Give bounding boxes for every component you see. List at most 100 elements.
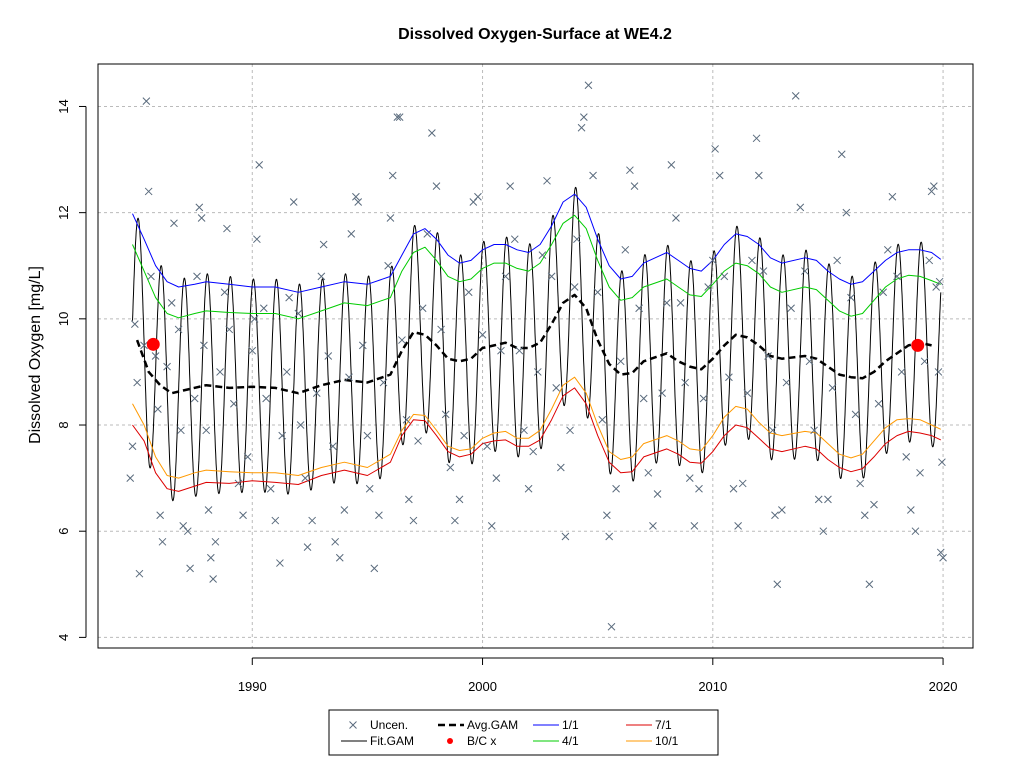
uncen-point-7 (144, 187, 153, 196)
uncen-point-111 (538, 251, 547, 259)
uncen-point-132 (626, 166, 634, 175)
uncen-point-50 (285, 293, 293, 302)
uncen-point-68 (354, 198, 363, 206)
uncen-point-193 (897, 368, 906, 376)
uncen-point-170 (791, 92, 800, 100)
y-tick-label-2: 8 (56, 421, 71, 428)
uncen-point-140 (662, 299, 671, 307)
uncen-point-145 (685, 474, 694, 482)
x-axis: 1990 2000 2010 2020 (238, 657, 958, 694)
uncen-point-52 (294, 309, 303, 318)
uncen-point-53 (296, 421, 305, 429)
uncen-point-205 (939, 553, 947, 562)
uncen-point-57 (312, 389, 321, 398)
uncen-point-90 (441, 410, 450, 419)
uncen-point-12 (158, 537, 167, 546)
uncen-point-93 (455, 495, 464, 504)
uncen-point-139 (658, 389, 666, 398)
uncen-point-59 (319, 240, 328, 249)
uncen-point-204 (936, 548, 945, 557)
uncen-point-178 (828, 384, 837, 392)
uncen-point-188 (874, 399, 883, 408)
y-tick-label-5: 14 (56, 99, 71, 113)
uncen-point-135 (639, 394, 648, 403)
uncen-point-163 (764, 352, 772, 360)
uncensored-points (126, 81, 947, 631)
uncen-point-95 (464, 288, 473, 297)
legend-swatch-bc (447, 738, 453, 744)
uncen-point-75 (384, 261, 392, 270)
uncen-point-44 (262, 394, 270, 403)
uncen-point-3 (126, 474, 135, 482)
uncen-point-65 (345, 373, 353, 382)
uncen-point-10 (154, 405, 162, 413)
uncen-point-36 (234, 479, 243, 488)
uncen-point-196 (911, 527, 920, 536)
uncen-point-100 (487, 522, 496, 530)
uncen-point-174 (810, 426, 818, 435)
uncen-point-112 (543, 176, 551, 185)
uncen-point-206 (938, 458, 946, 467)
uncen-point-144 (681, 378, 690, 387)
x-tick-label-3: 2020 (929, 679, 958, 694)
uncen-point-124 (593, 288, 602, 297)
uncen-point-121 (580, 113, 588, 121)
uncen-point-24 (197, 214, 206, 222)
uncen-point-89 (437, 325, 445, 334)
uncen-point-116 (561, 532, 570, 541)
uncen-point-26 (202, 426, 211, 435)
uncen-point-122 (584, 81, 593, 90)
uncen-point-125 (598, 415, 607, 424)
uncen-point-106 (515, 346, 524, 355)
uncen-point-54 (301, 474, 310, 482)
uncen-point-126 (603, 511, 611, 520)
uncen-point-133 (630, 182, 639, 190)
uncen-point-171 (796, 203, 805, 212)
uncen-point-97 (474, 192, 482, 201)
uncen-point-35 (230, 399, 238, 408)
uncen-point-165 (771, 511, 779, 520)
uncen-point-30 (211, 537, 220, 546)
uncen-point-74 (379, 378, 388, 387)
legend-label-jan1: 1/1 (562, 718, 579, 732)
uncen-point-168 (782, 378, 791, 387)
uncen-point-32 (220, 288, 229, 297)
uncen-point-9 (151, 352, 160, 360)
uncen-point-136 (644, 468, 653, 477)
uncen-point-191 (888, 192, 897, 201)
uncen-point-192 (893, 272, 901, 281)
uncen-point-143 (676, 299, 685, 307)
uncen-point-190 (883, 245, 892, 254)
uncen-point-42 (255, 161, 264, 169)
uncen-point-114 (552, 384, 561, 392)
x-tick-label-1: 2000 (468, 679, 497, 694)
uncen-point-101 (492, 474, 501, 482)
uncen-point-169 (787, 304, 795, 313)
y-axis-label: Dissolved Oxygen [mg/L] (27, 266, 44, 444)
uncen-point-180 (837, 150, 846, 159)
legend-label-jul1: 7/1 (655, 718, 672, 732)
uncen-point-148 (699, 394, 708, 403)
uncen-point-115 (556, 463, 565, 472)
uncen-point-166 (773, 580, 782, 589)
uncen-point-187 (870, 500, 878, 509)
uncen-point-6 (142, 97, 151, 106)
uncen-point-0 (128, 442, 137, 451)
uncen-point-120 (577, 123, 586, 132)
uncen-point-86 (423, 230, 432, 238)
uncen-point-137 (649, 522, 657, 530)
uncen-point-11 (156, 511, 165, 520)
uncen-point-173 (805, 357, 814, 366)
uncen-point-152 (715, 171, 724, 180)
uncen-point-99 (483, 442, 491, 451)
uncen-point-78 (393, 113, 402, 121)
uncen-point-127 (605, 532, 614, 541)
uncen-point-66 (347, 230, 356, 238)
uncen-point-51 (289, 198, 298, 206)
fit-gam-line (132, 186, 942, 502)
uncen-point-14 (167, 299, 176, 307)
uncen-point-108 (524, 484, 533, 493)
uncen-point-109 (529, 447, 538, 456)
uncen-point-56 (308, 516, 316, 525)
